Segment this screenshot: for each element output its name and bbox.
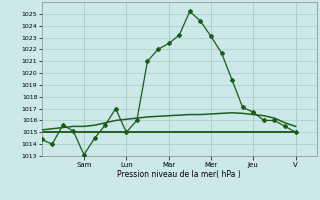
X-axis label: Pression niveau de la mer( hPa ): Pression niveau de la mer( hPa ) <box>117 170 241 179</box>
